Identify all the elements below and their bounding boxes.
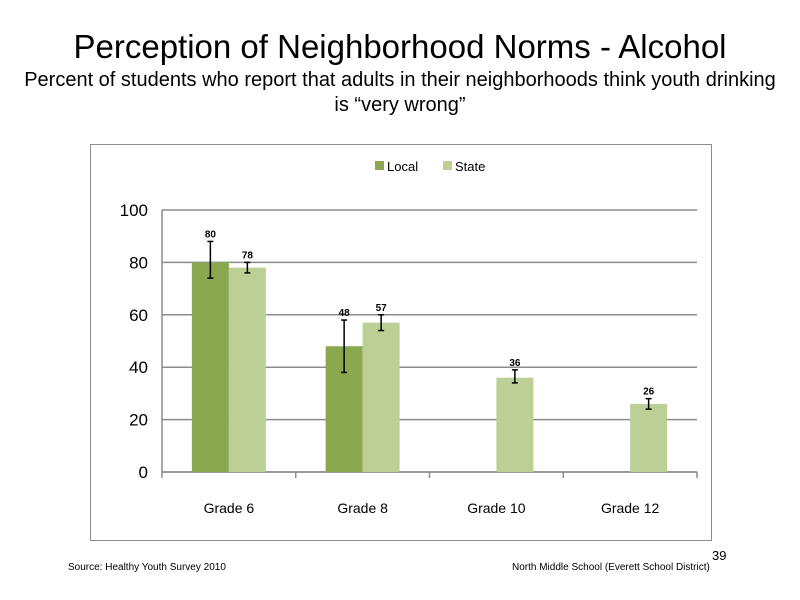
bar-local-grade-6 <box>191 262 229 472</box>
data-label: 57 <box>376 303 388 314</box>
page-number: 39 <box>712 548 727 563</box>
data-label: 36 <box>509 358 521 369</box>
legend-label-local: Local <box>387 159 418 174</box>
school-note: North Middle School (Everett School Dist… <box>512 562 710 573</box>
y-tick-label: 80 <box>129 253 148 272</box>
y-tick-label: 0 <box>139 463 148 482</box>
y-tick-label: 20 <box>129 411 148 430</box>
source-note: Source: Healthy Youth Survey 2010 <box>68 562 226 573</box>
x-tick-label: Grade 6 <box>204 500 255 516</box>
x-tick-label: Grade 12 <box>601 500 660 516</box>
bar-state-grade-12 <box>630 403 668 472</box>
data-label: 78 <box>242 250 254 261</box>
legend-swatch-state <box>443 161 452 170</box>
legend-swatch-local <box>375 161 384 170</box>
legend-label-state: State <box>455 159 485 174</box>
y-tick-label: 40 <box>129 358 148 377</box>
x-tick-label: Grade 10 <box>467 500 526 516</box>
slide-title: Perception of Neighborhood Norms - Alcoh… <box>73 28 727 65</box>
y-tick-label: 60 <box>129 306 148 325</box>
data-label: 48 <box>339 308 351 319</box>
chart-frame <box>90 144 712 541</box>
x-tick-label: Grade 8 <box>337 500 388 516</box>
bar-state-grade-10 <box>496 377 534 472</box>
slide-subtitle: Percent of students who report that adul… <box>24 69 776 116</box>
data-label: 26 <box>643 387 655 398</box>
bar-state-grade-8 <box>362 322 400 472</box>
y-tick-label: 100 <box>120 201 148 220</box>
data-label: 80 <box>205 229 217 240</box>
bar-state-grade-6 <box>228 267 266 472</box>
